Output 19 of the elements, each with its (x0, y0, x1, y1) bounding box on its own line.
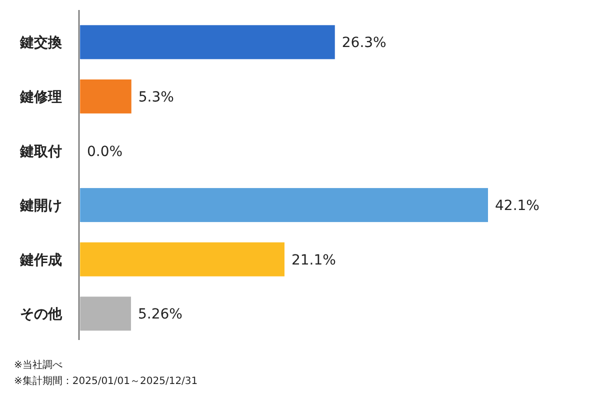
data-label: 42.1% (495, 198, 540, 214)
bar (80, 188, 488, 222)
y-tick-label: 鍵作成 (19, 252, 62, 268)
data-label: 5.3% (138, 89, 174, 106)
data-label: 5.26% (138, 306, 182, 323)
bar (80, 296, 131, 331)
y-tick-label: 鍵交換 (19, 34, 63, 52)
data-label: 21.1% (291, 252, 336, 268)
data-label: 26.3% (342, 35, 386, 52)
bar (80, 25, 335, 60)
y-tick-label: 鍵開け (19, 198, 62, 214)
data-label: 0.0% (87, 144, 123, 160)
bar (80, 79, 132, 114)
bar (80, 242, 284, 276)
y-tick-label: その他 (20, 306, 63, 323)
text: ※当社調べ (14, 359, 62, 371)
text: ※集計期間：2025/01/01～2025/12/31 (14, 375, 198, 387)
y-tick-label: 鍵修理 (19, 89, 62, 106)
y-tick-label: 鍵取付 (19, 144, 62, 160)
